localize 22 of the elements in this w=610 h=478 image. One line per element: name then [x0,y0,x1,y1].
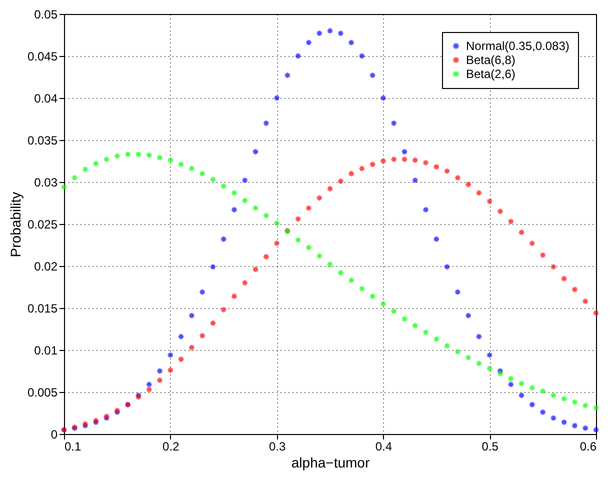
x-tick-label: 0.6 [580,440,597,454]
legend-label: Normal(0.35,0.083) [466,39,570,53]
y-axis-title: Probability [7,192,24,258]
y-tick-label: 0.005 [27,386,58,400]
x-tick-label: 0.5 [482,440,499,454]
y-tick-label: 0 [50,428,58,442]
y-tick-label: 0.03 [34,176,58,190]
legend-label: Beta(6,8) [466,53,516,67]
y-tick-label: 0.045 [27,50,58,64]
y-tick-label: 0.035 [27,134,58,148]
x-tick-label: 0.1 [64,440,82,454]
legend-label: Beta(2,6) [466,67,516,81]
x-tick-label: 0.2 [162,440,180,454]
y-tick-label: 0.015 [27,302,58,316]
x-tick-label: 0.4 [375,440,392,454]
y-tick-label: 0.02 [34,260,58,274]
y-tick-label: 0.01 [34,344,58,358]
y-tick-label: 0.05 [34,8,58,22]
y-tick-label: 0.04 [34,92,58,106]
x-tick-label: 0.3 [268,440,286,454]
x-axis-title: alpha−tumor [291,454,370,470]
y-tick-label: 0.025 [27,218,58,232]
